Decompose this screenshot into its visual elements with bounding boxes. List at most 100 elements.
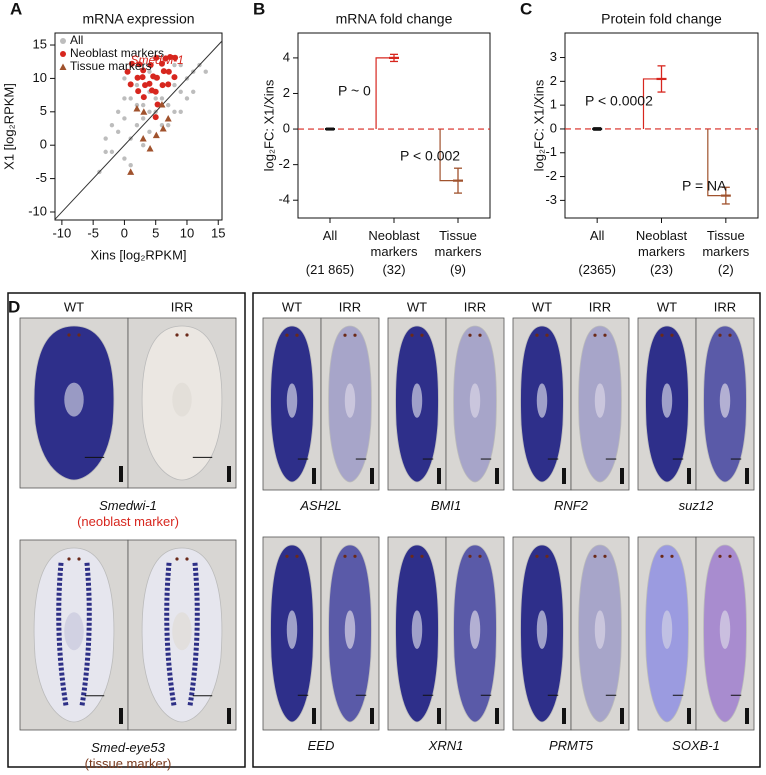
eye — [545, 554, 549, 558]
annotation: P < 0.002 — [400, 148, 460, 164]
eye — [295, 333, 299, 337]
panel-label: B — [253, 0, 265, 18]
y-tick-label: -2 — [545, 168, 557, 183]
y-tick-label: 15 — [33, 36, 47, 51]
n-label: (21 865) — [305, 262, 355, 277]
eye — [185, 557, 189, 561]
condition-label: IRR — [171, 299, 193, 314]
panel-label: D — [8, 297, 20, 316]
scale-bar — [437, 708, 441, 724]
legend-marker — [59, 63, 67, 70]
legend-label: Tissue markers — [70, 59, 152, 73]
plot-frame — [564, 32, 759, 219]
point — [165, 68, 172, 75]
eye — [175, 333, 179, 337]
y-axis-label: log₂FC: X1/Xins — [261, 79, 276, 171]
gene-name: XRN1 — [428, 738, 464, 753]
x-tick-label: Tissue markers — [434, 228, 482, 259]
bracket — [439, 129, 453, 182]
panel-d-right-box — [252, 292, 761, 768]
eye — [535, 554, 539, 558]
identity-line — [55, 40, 222, 220]
scale-bar — [562, 468, 566, 484]
annotation: P ~ 0 — [338, 83, 371, 99]
legend-marker — [60, 38, 66, 44]
pharynx — [411, 383, 423, 418]
point — [140, 67, 147, 74]
y-tick-label: -4 — [278, 192, 290, 207]
plot-frame — [54, 32, 223, 221]
eye — [353, 554, 357, 558]
scale-bar — [745, 708, 749, 724]
eye — [285, 333, 289, 337]
condition-label: WT — [282, 299, 302, 314]
pharynx — [661, 610, 673, 649]
scale-bar — [620, 708, 624, 724]
point — [171, 74, 178, 81]
eye — [718, 554, 722, 558]
eye — [285, 554, 289, 558]
point — [140, 94, 147, 101]
eye — [353, 333, 357, 337]
eye — [468, 554, 472, 558]
point — [147, 109, 152, 115]
y-tick-label: 0 — [550, 120, 557, 135]
eye — [670, 333, 674, 337]
gene-name: ASH2L — [300, 498, 342, 513]
pharynx — [286, 383, 298, 418]
scale-bar — [687, 708, 691, 724]
scale-bar — [370, 468, 374, 484]
y-tick-label: 5 — [40, 103, 47, 118]
scale-bar — [437, 468, 441, 484]
scale-bar — [620, 468, 624, 484]
point — [103, 149, 108, 155]
pharynx — [719, 383, 731, 418]
scale-bar — [495, 708, 499, 724]
y-tick-label: -2 — [278, 156, 290, 171]
pharynx — [536, 610, 548, 649]
point — [147, 62, 154, 69]
pharynx — [411, 610, 423, 649]
gene-name: PRMT5 — [548, 738, 594, 753]
eye — [593, 333, 597, 337]
point — [139, 135, 147, 142]
condition-label: IRR — [714, 299, 736, 314]
point — [128, 60, 135, 67]
n-label: (2365) — [578, 262, 616, 277]
eye — [343, 333, 347, 337]
eye — [410, 554, 414, 558]
annotation: P < 0.0002 — [585, 93, 653, 109]
eye — [410, 333, 414, 337]
annotation: Smedwi-1 — [130, 53, 183, 67]
point — [203, 69, 208, 74]
y-axis-label: log₂FC: X1/Xins — [531, 79, 546, 171]
n-label: (32) — [382, 262, 406, 277]
annotation: P = NA — [682, 178, 727, 194]
point — [158, 100, 166, 108]
x-tick-label: 10 — [180, 225, 194, 240]
point — [178, 109, 183, 115]
eye — [718, 333, 722, 337]
eye — [420, 333, 424, 337]
scale-bar — [119, 466, 123, 482]
point — [154, 101, 161, 108]
bracket — [707, 128, 721, 197]
scale-bar — [227, 708, 231, 724]
gene-note: (tissue marker) — [84, 756, 172, 771]
point — [122, 116, 127, 121]
gene-note: (neoblast marker) — [77, 514, 179, 529]
x-axis-label: Xins [log₂RPKM] — [90, 247, 186, 262]
eye — [478, 333, 482, 337]
point — [140, 116, 146, 121]
point — [166, 102, 171, 108]
pharynx — [594, 610, 606, 649]
y-tick-label: 0 — [40, 137, 47, 152]
scale-bar — [370, 708, 374, 724]
stripe — [187, 562, 200, 708]
y-tick-label: -1 — [545, 144, 557, 159]
condition-label: WT — [532, 299, 552, 314]
y-tick-label: 10 — [33, 70, 47, 85]
point — [166, 122, 171, 128]
